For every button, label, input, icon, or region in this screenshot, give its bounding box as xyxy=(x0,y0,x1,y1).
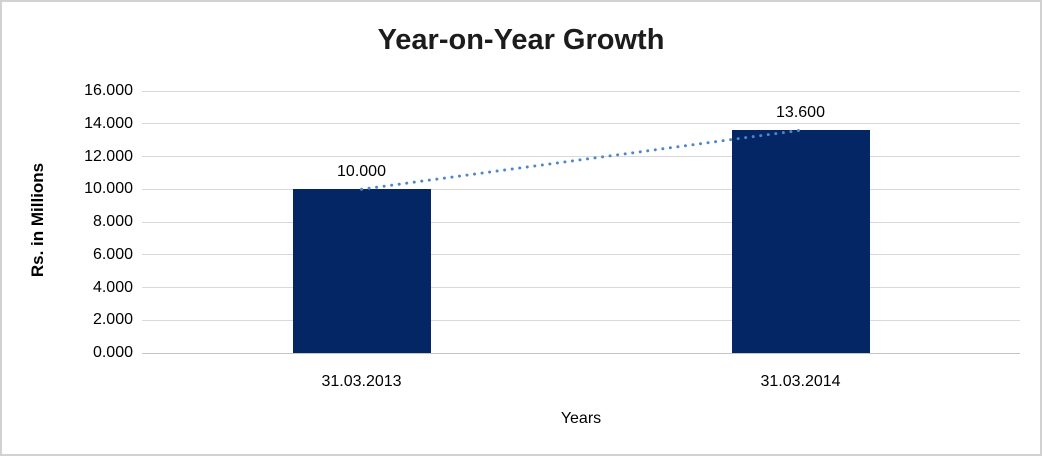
y-tick-label: 12.000 xyxy=(84,147,133,165)
x-axis-title: Years xyxy=(560,410,602,427)
y-tick-label: 16.000 xyxy=(84,82,133,99)
gridline xyxy=(142,319,1020,321)
data-label: 13.600 xyxy=(776,104,825,122)
plot-area: 10.000 13.600 xyxy=(142,90,1020,354)
gridline xyxy=(142,123,1020,125)
data-label: 10.000 xyxy=(337,163,386,181)
gridline xyxy=(142,156,1020,157)
y-tick-label: 10.000 xyxy=(84,180,133,198)
x-tick-label: 31.03.2014 xyxy=(760,373,841,390)
y-tick-label: 2.000 xyxy=(92,311,133,329)
y-tick-label: 4.000 xyxy=(92,278,133,296)
gridline xyxy=(142,221,1020,223)
x-tick-label: 31.03.2013 xyxy=(321,373,402,390)
gridline xyxy=(142,90,1020,92)
y-tick-label: 8.000 xyxy=(92,213,133,230)
x-axis-line xyxy=(142,352,1020,354)
y-tick-label: 6.000 xyxy=(92,245,133,263)
y-tick-label: 14.000 xyxy=(84,114,133,132)
bar-31.03.2014 xyxy=(731,130,870,353)
y-tick-label: 0.000 xyxy=(92,344,133,361)
chart-title: Year-on-Year Growth xyxy=(377,24,665,56)
gridline xyxy=(142,188,1020,190)
bar-31.03.2013 xyxy=(292,189,431,353)
gridline xyxy=(142,287,1020,288)
gridline xyxy=(142,254,1020,256)
